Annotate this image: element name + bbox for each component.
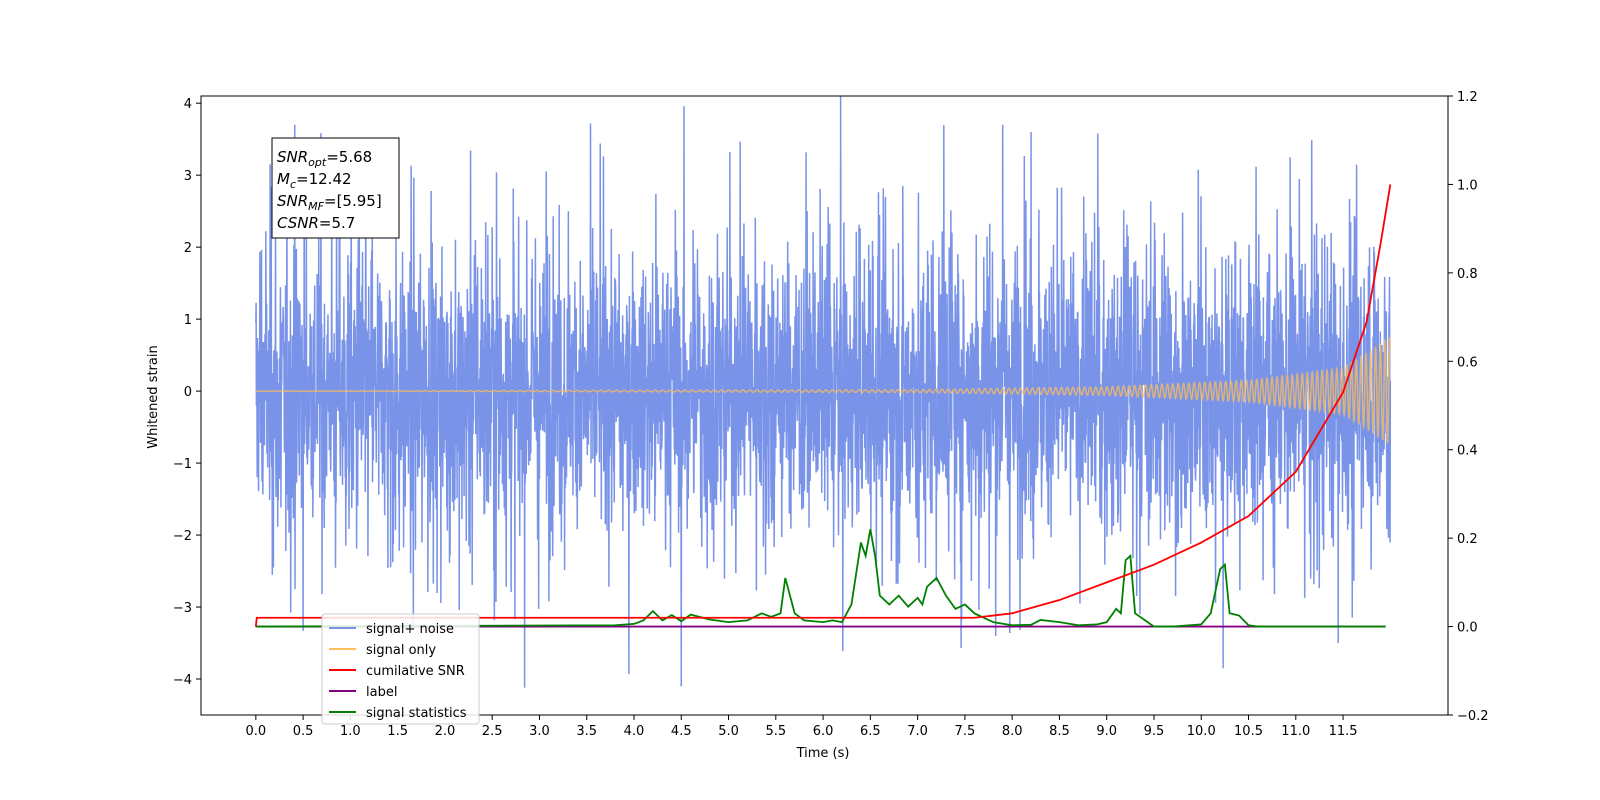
legend-label: cumilative SNR [366, 664, 465, 679]
x-tick-label: 3.0 [529, 724, 550, 739]
x-tick-label: 0.5 [293, 724, 314, 739]
y-tick-label: 1 [184, 313, 192, 328]
x-tick-label: 1.5 [387, 724, 408, 739]
x-tick-label: 2.0 [435, 724, 456, 739]
x-tick-label: 5.0 [718, 724, 739, 739]
y-tick-label: 3 [184, 169, 192, 184]
signal-only-line [255, 336, 1392, 444]
x-tick-label: 4.5 [671, 724, 692, 739]
legend: signal+ noise signal only cumilative SNR la… [321, 613, 480, 725]
x-tick-label: 10.5 [1234, 724, 1263, 739]
y-tick-label: −1 [173, 457, 192, 472]
x-tick-label: 11.5 [1329, 724, 1358, 739]
x-tick-label: 9.0 [1096, 724, 1117, 739]
y-tick-label: −3 [173, 601, 192, 616]
x-tick-label: 1.0 [340, 724, 361, 739]
x-tick-label: 11.0 [1281, 724, 1310, 739]
x-tick-label: 6.5 [860, 724, 881, 739]
annotation-line: Mc=12.42 [277, 170, 352, 191]
x-tick-label: 8.0 [1002, 724, 1023, 739]
x-tick-label: 0.0 [245, 724, 266, 739]
legend-label: signal only [366, 643, 436, 658]
y2-tick-label: 1.2 [1457, 90, 1478, 105]
y-tick-label: −4 [173, 673, 192, 688]
y-axis-ticks: −4 −3 −2 −1 0 1 2 3 4 [173, 97, 201, 688]
x-tick-label: 6.0 [813, 724, 834, 739]
y-axis-label: Whitened strain [146, 345, 161, 448]
y2-tick-label: 0.0 [1457, 621, 1478, 636]
annotation-line: CSNR=5.7 [277, 214, 355, 232]
y2-tick-label: −0.2 [1457, 709, 1489, 724]
x-tick-label: 7.0 [907, 724, 928, 739]
annotation-line: SNRopt=5.68 [277, 148, 372, 169]
y-tick-label: −2 [173, 529, 192, 544]
y2-tick-label: 0.2 [1457, 532, 1478, 547]
x-tick-label: 9.5 [1144, 724, 1165, 739]
x-tick-label: 3.5 [576, 724, 597, 739]
x-tick-label: 10.0 [1187, 724, 1216, 739]
y2-tick-label: 1.0 [1457, 178, 1478, 193]
x-axis-label: Time (s) [796, 746, 850, 761]
y2-tick-label: 0.6 [1457, 355, 1478, 370]
x-tick-label: 5.5 [765, 724, 786, 739]
y2-tick-label: 0.8 [1457, 267, 1478, 282]
y2-tick-label: 0.4 [1457, 444, 1478, 459]
x-axis-ticks: 0.0 0.5 1.0 1.5 2.0 2.5 3.0 3.5 4.0 4.5 5.0 5.5 6.0 6… [245, 715, 1358, 739]
annotation-line: SNRMF=[5.95] [277, 192, 382, 213]
x-tick-label: 7.5 [955, 724, 976, 739]
x-tick-label: 2.5 [482, 724, 503, 739]
plot-frame [200, 95, 1449, 716]
y-tick-label: 2 [184, 241, 192, 256]
legend-label: signal statistics [366, 706, 467, 721]
cumilative-snr-line [254, 184, 1392, 627]
series-signal-only [255, 336, 1392, 444]
x-tick-label: 4.0 [624, 724, 645, 739]
legend-label: signal+ noise [366, 622, 454, 637]
x-tick-label: 8.5 [1049, 724, 1070, 739]
y-tick-label: 0 [184, 385, 192, 400]
signal-plus-noise-line [255, 95, 1392, 688]
series-signal-plus-noise [255, 95, 1392, 688]
signal-statistics-line [255, 529, 1386, 628]
y-tick-label: 4 [184, 97, 192, 112]
y2-axis-ticks: −0.2 0.0 0.2 0.4 0.6 0.8 1.0 1.2 [1448, 90, 1489, 724]
legend-label: label [366, 685, 397, 700]
